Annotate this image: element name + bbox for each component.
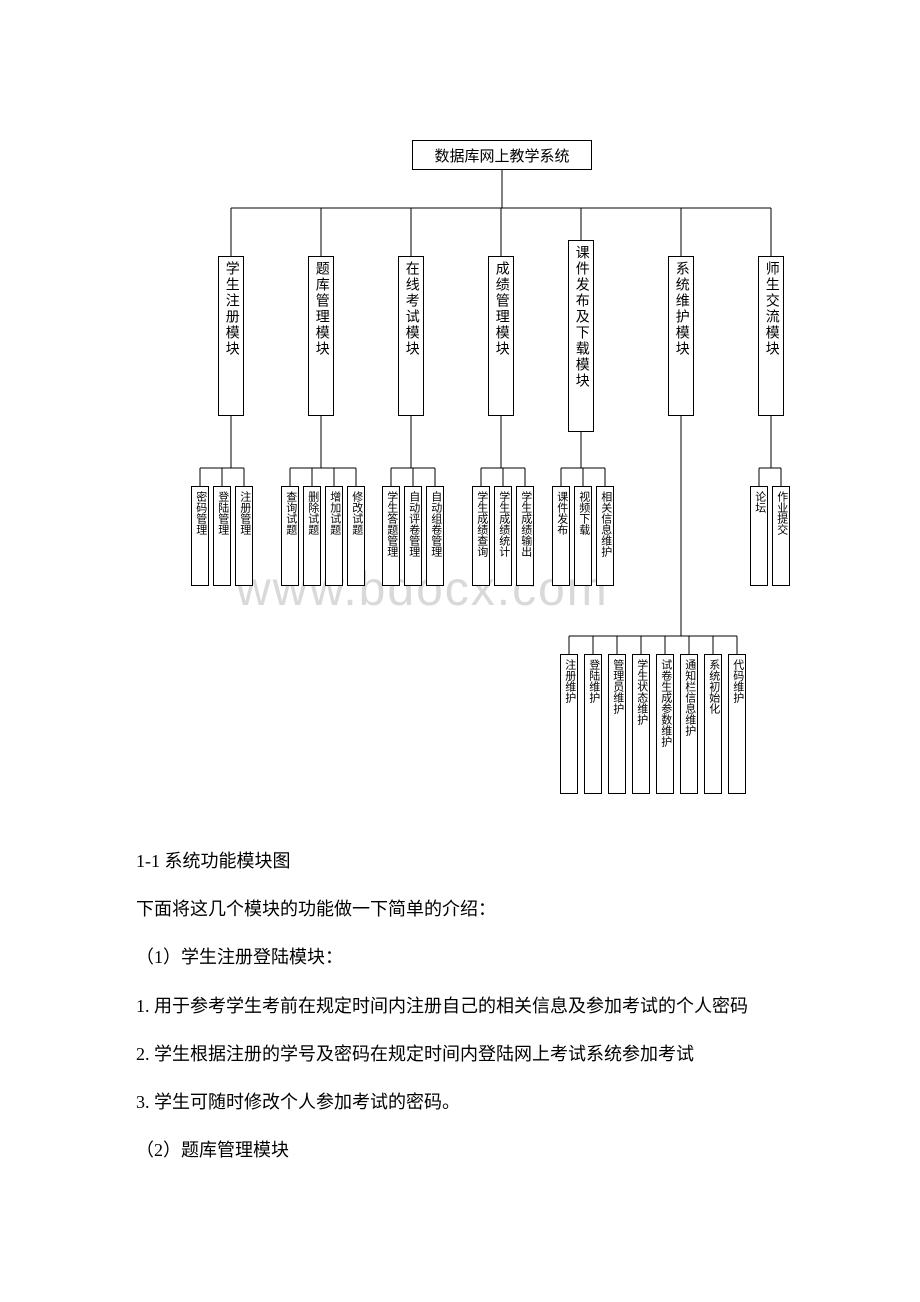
leaf: 注册管理 — [235, 486, 253, 586]
leaf: 作业提交 — [772, 486, 790, 586]
module-m7: 师生交流模块 — [758, 256, 784, 416]
leaf: 学生成绩查询 — [472, 486, 490, 586]
leaf: 自动组卷管理 — [426, 486, 444, 586]
leaf: 注册维护 — [560, 654, 578, 794]
leaf: 相关信息维护 — [596, 486, 614, 586]
module-m2: 题库管理模块 — [308, 256, 334, 416]
leaf: 修改试题 — [347, 486, 365, 586]
module-m6: 系统维护模块 — [668, 256, 694, 416]
leaf: 学生成绩统计 — [494, 486, 512, 586]
body-text: 1-1 系统功能模块图 下面将这几个模块的功能做一下简单的介绍： （1）学生注册… — [0, 844, 920, 1221]
leaf: 查询试题 — [281, 486, 299, 586]
leaf: 学生成绩输出 — [516, 486, 534, 586]
leaf: 通知栏信息维护 — [680, 654, 698, 794]
section-1-item-2: 2. 学生根据注册的学号及密码在规定时间内登陆网上考试系统参加考试 — [100, 1037, 820, 1071]
leaf: 密码管理 — [191, 486, 209, 586]
module-m3: 在线考试模块 — [398, 256, 424, 416]
leaf: 学生答题管理 — [382, 486, 400, 586]
system-module-diagram: www.bdocx.com 数据库网上教学系统学生注册模块题库管理模块在线考试模… — [0, 0, 920, 820]
leaf: 视频下载 — [574, 486, 592, 586]
leaf: 登陆维护 — [584, 654, 602, 794]
section-1-item-1: 1. 用于参考学生考前在规定时间内注册自己的相关信息及参加考试的个人密码 — [100, 989, 820, 1023]
module-m1: 学生注册模块 — [218, 256, 244, 416]
section-1-title: （1）学生注册登陆模块： — [100, 940, 820, 974]
root-node: 数据库网上教学系统 — [412, 140, 592, 170]
leaf: 登陆管理 — [213, 486, 231, 586]
leaf: 学生状态维护 — [632, 654, 650, 794]
module-m5: 课件发布及下载模块 — [568, 240, 594, 432]
leaf: 管理员维护 — [608, 654, 626, 794]
leaf: 试卷生成参数维护 — [656, 654, 674, 794]
section-2-title: （2）题库管理模块 — [100, 1133, 820, 1167]
figure-caption: 1-1 系统功能模块图 — [100, 844, 820, 878]
leaf: 增加试题 — [325, 486, 343, 586]
leaf: 课件发布 — [552, 486, 570, 586]
intro-line: 下面将这几个模块的功能做一下简单的介绍： — [100, 892, 820, 926]
leaf: 代码维护 — [728, 654, 746, 794]
leaf: 自动评卷管理 — [404, 486, 422, 586]
leaf: 论坛 — [750, 486, 768, 586]
leaf: 删除试题 — [303, 486, 321, 586]
leaf: 系统初始化 — [704, 654, 722, 794]
section-1-item-3: 3. 学生可随时修改个人参加考试的密码。 — [100, 1085, 820, 1119]
module-m4: 成绩管理模块 — [488, 256, 514, 416]
